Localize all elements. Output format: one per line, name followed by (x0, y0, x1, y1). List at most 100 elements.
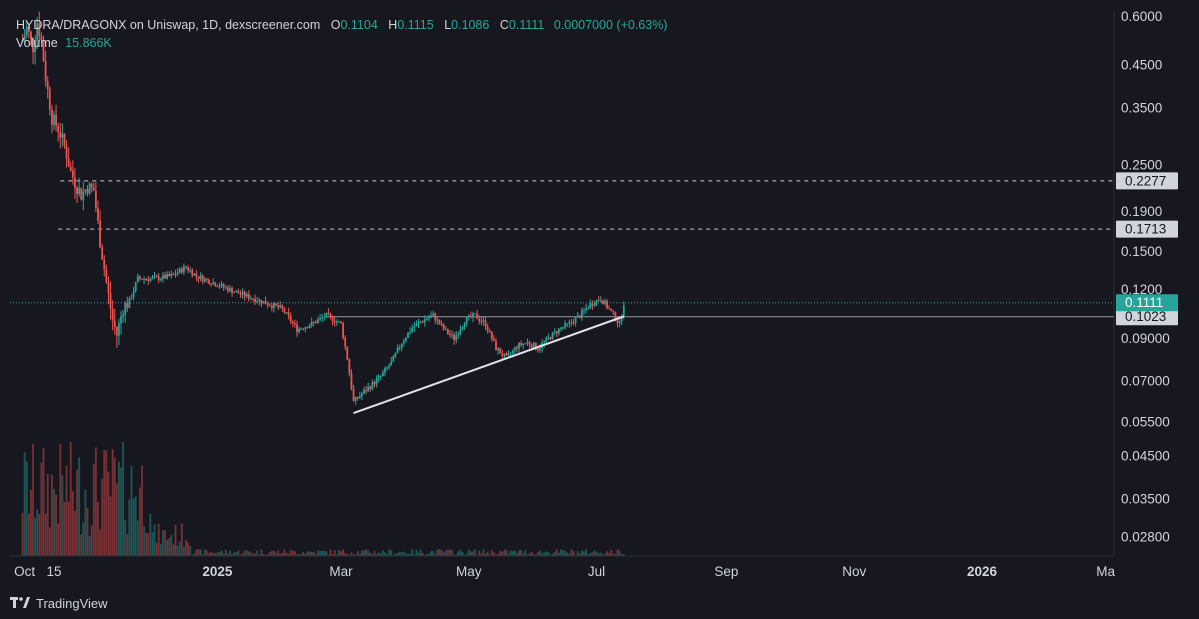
price-axis[interactable]: 0.6000 0.4500 0.3500 0.2500 0.1900 0.1500 0.12… (1121, 9, 1170, 544)
candle-body (432, 313, 435, 316)
candle-body (120, 316, 122, 324)
close-value: 0.1111 (508, 18, 545, 32)
candle-body (388, 365, 391, 368)
candle-body (421, 321, 424, 323)
candle-body (461, 326, 464, 330)
candle-body (513, 347, 516, 351)
volume-bar (505, 549, 508, 556)
trendline[interactable] (353, 315, 625, 415)
volume-bar (162, 530, 164, 556)
candle-body (256, 301, 259, 303)
volume-bar (417, 552, 420, 556)
candle-body (394, 352, 397, 356)
candle-body (369, 386, 372, 389)
level-badge-bg (1116, 220, 1178, 238)
candle-body (80, 188, 83, 200)
candle-body (197, 276, 200, 279)
candle-body (40, 36, 43, 40)
time-tick-label: 15 (46, 564, 61, 579)
candle-body (423, 319, 426, 323)
volume-bar (74, 510, 76, 556)
volume-bar (578, 553, 581, 556)
candle-body (490, 331, 493, 339)
candle-body (21, 40, 24, 42)
volume-bar (451, 550, 453, 556)
time-axis[interactable]: Oct 15 2025 Mar May Jul Sep Nov 2026 Ma (14, 564, 1115, 579)
candle-body (396, 347, 399, 353)
volume-bar (572, 551, 575, 556)
candle-body (185, 266, 187, 268)
candle-body (107, 282, 110, 293)
candle-body (164, 274, 166, 279)
candle-body (149, 278, 152, 281)
volume-bar (107, 471, 110, 556)
candle-body (537, 349, 539, 351)
candle-body (509, 353, 512, 355)
volume-bar (195, 549, 198, 556)
candle-body (214, 282, 217, 287)
candle-body (551, 332, 554, 340)
candle-body (469, 315, 472, 318)
candle-body (187, 267, 189, 271)
candle-body (474, 313, 476, 315)
candle-body (480, 320, 483, 322)
volume-value: 15.866K (65, 36, 112, 50)
volume-bar (547, 551, 550, 556)
candle-body (384, 368, 386, 373)
volume-bar (432, 551, 435, 556)
candle-body (210, 283, 213, 285)
volume-bar (245, 550, 248, 556)
volume-bar (340, 551, 342, 556)
candle-body (270, 305, 273, 309)
candle-body (587, 308, 590, 310)
candle-body (182, 266, 185, 273)
tradingview-branding[interactable]: TradingView (10, 592, 108, 614)
candle-body (488, 330, 491, 332)
volume-bar (275, 553, 277, 556)
time-tick-label: Sep (714, 564, 738, 579)
candle-body (497, 348, 500, 351)
volume-bar (509, 550, 512, 556)
support-trendline[interactable] (353, 315, 625, 415)
candle-body (618, 321, 621, 323)
candle-body (69, 166, 72, 171)
candle-body (440, 324, 443, 326)
candle-body (36, 23, 39, 41)
volume-bar (333, 550, 336, 556)
volume-bar (317, 550, 319, 556)
volume-bar (490, 550, 493, 556)
volume-bar (201, 554, 204, 556)
candle-body (335, 321, 338, 323)
volume-bar (537, 551, 539, 556)
volume-bar (342, 549, 344, 556)
volume-bar (250, 552, 252, 556)
candle-body (34, 40, 37, 53)
volume-bar (220, 550, 223, 556)
volume-bar (335, 554, 338, 556)
low-value: 0.1086 (451, 18, 490, 32)
candle-body (340, 321, 342, 324)
volume-bar (379, 553, 382, 556)
volume-bar (344, 552, 347, 556)
volume-bar (526, 554, 529, 556)
volume-bar (402, 551, 405, 556)
volume-bar (472, 551, 474, 556)
candle-body (155, 276, 158, 278)
candle-body (113, 320, 116, 327)
volume-bar (476, 554, 479, 556)
volume-bar (620, 553, 623, 556)
volume-bar (153, 524, 156, 556)
volume-bar (38, 513, 41, 556)
candle-body (283, 308, 286, 313)
candle-body (390, 361, 393, 366)
volume-bar (182, 546, 185, 556)
candle-body (482, 320, 485, 322)
volume-bar (226, 553, 229, 556)
volume-bar (361, 550, 363, 556)
volume-bar (597, 553, 600, 556)
candle-body (436, 319, 439, 321)
candle-body (346, 346, 349, 360)
volume-bar (392, 554, 395, 556)
candle-body (392, 355, 395, 362)
